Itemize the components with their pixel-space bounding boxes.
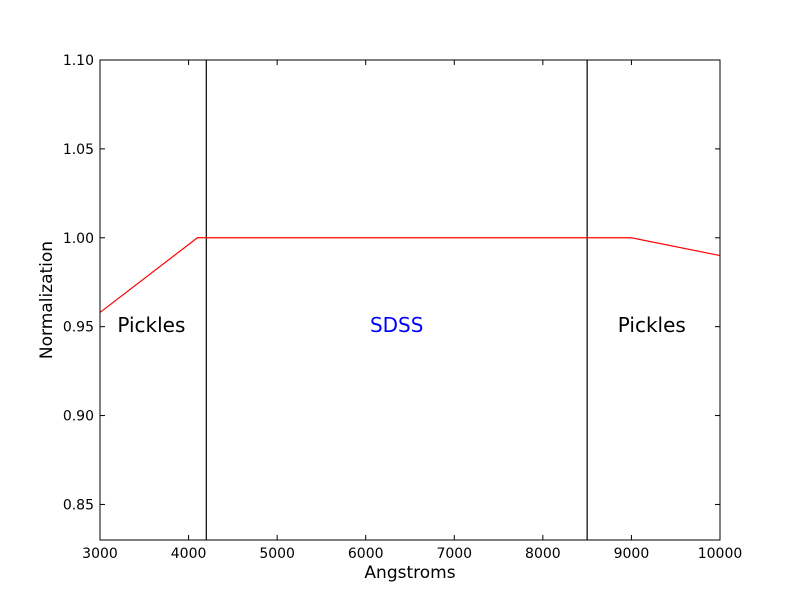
- plot-frame: [99, 59, 721, 541]
- y-axis-label: Normalization: [37, 241, 57, 359]
- vlines-layer: [205, 60, 588, 540]
- series-line-1: [99, 237, 721, 313]
- x-tick-label: 4000: [171, 546, 207, 562]
- region-annotation-2: SDSS: [370, 313, 424, 337]
- y-tick-label: 0.85: [63, 497, 94, 513]
- y-tick-label: 1.10: [63, 53, 94, 69]
- x-tick-label: 7000: [436, 546, 472, 562]
- region-annotation-1: Pickles: [117, 313, 185, 337]
- y-tick-label: 1.00: [63, 231, 94, 247]
- region-annotation-3: Pickles: [618, 313, 686, 337]
- x-tick-label: 3000: [82, 546, 118, 562]
- y-tick-label: 1.05: [63, 142, 94, 158]
- y-tick-label: 0.90: [63, 409, 94, 425]
- ticks-layer: 3000 4000 5000 6000 7000 8000 9000 10000 0.85 0.9…: [63, 53, 742, 562]
- annotations-layer: Pickles SDSS Pickles: [117, 313, 685, 337]
- x-tick-label: 9000: [614, 546, 650, 562]
- x-tick-label: 6000: [348, 546, 384, 562]
- plot-background: [100, 60, 720, 540]
- series-layer: [99, 237, 721, 313]
- x-tick-label: 8000: [525, 546, 561, 562]
- y-tick-label: 0.95: [63, 320, 94, 336]
- x-axis-label: Angstroms: [364, 563, 455, 583]
- x-tick-label: 5000: [259, 546, 295, 562]
- x-tick-label: 10000: [698, 546, 743, 562]
